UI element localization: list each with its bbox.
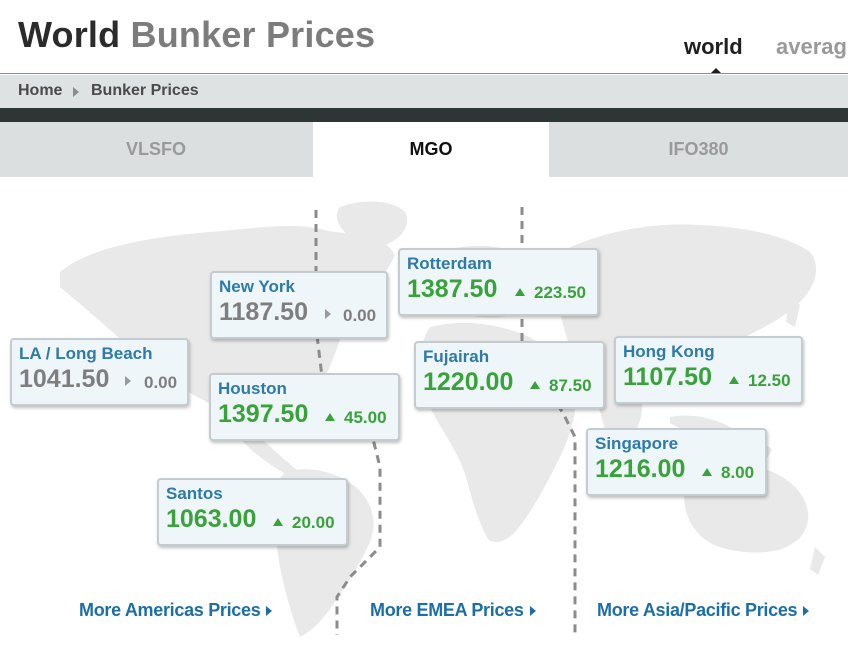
port-price: 1397.50: [218, 400, 309, 428]
view-tab-world[interactable]: world: [684, 34, 743, 59]
page-title-world: World: [18, 14, 121, 55]
port-price: 1041.50: [19, 365, 110, 393]
breadcrumb-bunker-prices-link[interactable]: Bunker Prices: [91, 82, 199, 99]
port-city-name: Houston: [218, 379, 287, 398]
port-price: 1107.50: [623, 363, 712, 391]
port-city-name: Santos: [166, 484, 223, 503]
view-tab-average[interactable]: averag: [776, 34, 847, 59]
port-city-name: Rotterdam: [407, 254, 493, 273]
header-divider-bar: [0, 108, 848, 122]
port-price-change: 12.50: [748, 371, 791, 390]
change-up-icon: [729, 376, 739, 384]
port-price-change: 8.00: [721, 463, 755, 482]
breadcrumb: Home Bunker Prices: [0, 75, 848, 108]
port-card-houston[interactable]: Houston 1397.50 45.00: [209, 373, 400, 441]
tab-ifo380[interactable]: IFO380: [668, 139, 729, 159]
more-emea-prices-link[interactable]: More EMEA Prices: [370, 600, 536, 621]
more-asia-pacific-prices-label: More Asia/Pacific Prices: [597, 600, 798, 620]
port-price: 1063.00: [166, 505, 257, 533]
change-up-icon: [325, 413, 335, 421]
port-price-change: 223.50: [534, 283, 586, 302]
port-card-singapore[interactable]: Singapore 1216.00 8.00: [586, 428, 767, 496]
port-city-name: Singapore: [595, 434, 679, 453]
port-city-name: LA / Long Beach: [19, 344, 153, 363]
port-price-change: 87.50: [549, 376, 592, 395]
region-dividers: [314, 207, 577, 635]
more-americas-prices-link[interactable]: More Americas Prices: [79, 600, 273, 621]
port-price-change: 45.00: [344, 408, 387, 427]
tab-vlsfo[interactable]: VLSFO: [125, 139, 186, 159]
port-price: 1387.50: [407, 275, 498, 303]
change-up-icon: [702, 468, 712, 476]
change-up-icon: [530, 381, 540, 389]
port-card-hong-kong[interactable]: Hong Kong 1107.50 12.50: [614, 336, 803, 404]
change-flat-icon: [125, 376, 131, 386]
more-americas-prices-label: More Americas Prices: [79, 600, 261, 620]
new-zealand-landmass: [810, 547, 825, 575]
port-price-change: 0.00: [343, 306, 377, 325]
active-tab-pointer-icon: [711, 68, 721, 73]
port-price: 1187.50: [219, 298, 308, 326]
port-city-name: New York: [219, 277, 295, 296]
page-title-bunker-prices: Bunker Prices: [130, 14, 376, 55]
port-card-santos[interactable]: Santos 1063.00 20.00: [157, 478, 348, 546]
page-title: World Bunker Prices: [18, 14, 375, 56]
world-map-panel: New York 1187.50 0.00 Rotterdam 1387.50 …: [0, 177, 848, 658]
tab-mgo[interactable]: MGO: [313, 122, 549, 177]
port-price-change: 0.00: [144, 373, 178, 392]
americas-emea-divider: [314, 210, 382, 635]
page-header: World Bunker Prices world averag: [0, 0, 848, 74]
breadcrumb-home-link[interactable]: Home: [18, 82, 63, 99]
port-card-fujairah[interactable]: Fujairah 1220.00 87.50: [414, 341, 605, 409]
port-price-change: 20.00: [292, 513, 335, 532]
change-up-icon: [515, 288, 525, 296]
breadcrumb-separator-icon: [73, 87, 79, 97]
more-asia-pacific-prices-link[interactable]: More Asia/Pacific Prices: [597, 600, 810, 621]
port-card-la-long-beach[interactable]: LA / Long Beach 1041.50 0.00: [10, 338, 189, 406]
arrow-right-icon: [803, 606, 810, 617]
port-city-name: Hong Kong: [623, 342, 715, 361]
arrow-right-icon: [266, 606, 273, 617]
more-emea-prices-label: More EMEA Prices: [370, 600, 524, 620]
port-price: 1220.00: [423, 368, 514, 396]
greenland-landmass: [336, 201, 408, 247]
arrow-right-icon: [529, 606, 536, 617]
port-card-rotterdam[interactable]: Rotterdam 1387.50 223.50: [398, 248, 599, 316]
port-card-new-york[interactable]: New York 1187.50 0.00: [210, 271, 388, 339]
japan-landmass: [786, 297, 800, 327]
fuel-type-tabs: VLSFO MGO IFO380: [0, 122, 848, 177]
port-city-name: Fujairah: [423, 347, 490, 366]
change-flat-icon: [325, 309, 331, 319]
port-price: 1216.00: [595, 455, 686, 483]
change-up-icon: [273, 518, 283, 526]
